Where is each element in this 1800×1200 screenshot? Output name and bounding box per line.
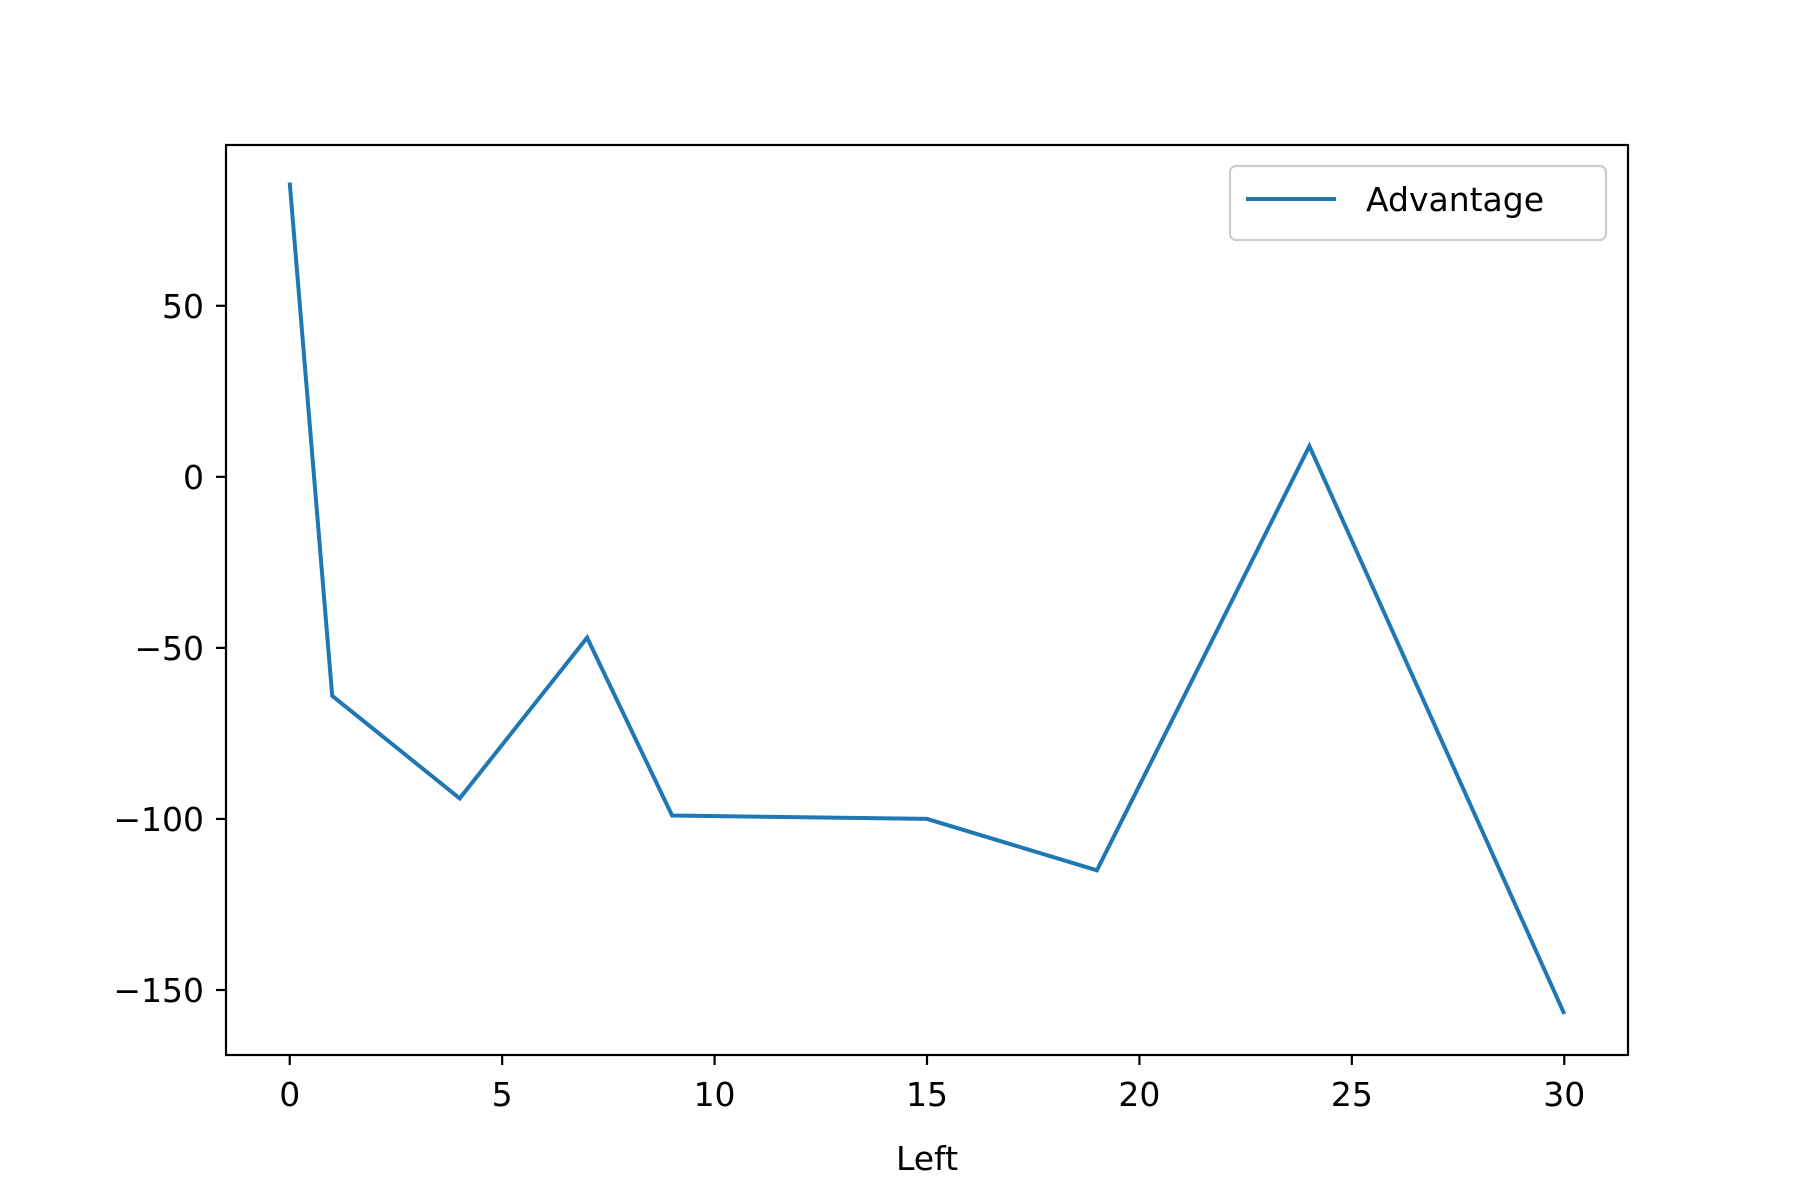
- y-axis: 50 0 −50 −100 −150: [113, 287, 226, 1010]
- plot-frame: [224, 143, 1630, 1057]
- series-layer: [287, 182, 1567, 1015]
- x-axis: 0 5 10 15 20 25 30: [279, 1055, 1585, 1114]
- y-tick-label: −150: [113, 971, 204, 1010]
- x-tick-label: 25: [1331, 1075, 1373, 1114]
- y-tick-label: 0: [183, 458, 204, 497]
- x-tick-label: 5: [492, 1075, 513, 1114]
- legend-box: [1228, 164, 1608, 242]
- x-tick-label: 20: [1118, 1075, 1160, 1114]
- y-tick-label: 50: [162, 287, 204, 326]
- x-tick-label: 0: [279, 1075, 300, 1114]
- legend-label: Advantage: [1366, 180, 1544, 219]
- series-line-advantage: [287, 182, 1567, 1015]
- x-tick-label: 15: [906, 1075, 948, 1114]
- x-tick-label: 30: [1543, 1075, 1585, 1114]
- x-axis-label: Left: [896, 1139, 958, 1178]
- x-tick-label: 10: [694, 1075, 736, 1114]
- y-tick-label: −50: [134, 629, 204, 668]
- y-tick-label: −100: [113, 800, 204, 839]
- legend: Advantage: [1228, 164, 1608, 242]
